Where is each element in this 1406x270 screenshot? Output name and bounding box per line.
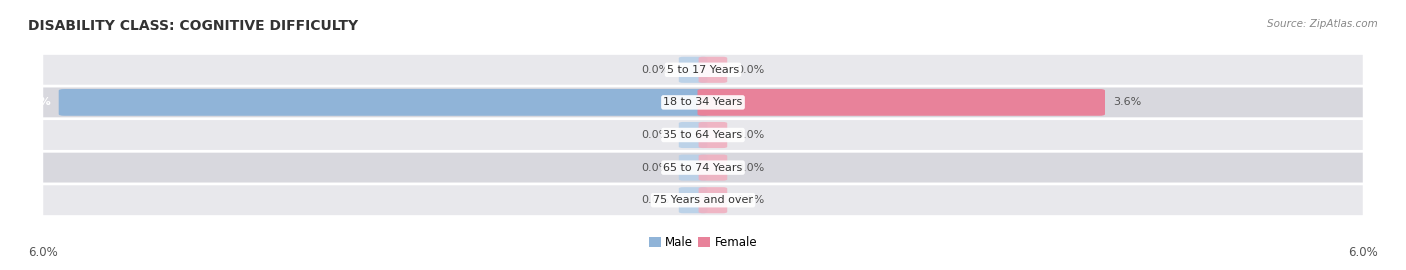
Text: 6.0%: 6.0% [28,246,58,259]
Text: DISABILITY CLASS: COGNITIVE DIFFICULTY: DISABILITY CLASS: COGNITIVE DIFFICULTY [28,19,359,33]
FancyBboxPatch shape [679,187,707,213]
Text: 0.0%: 0.0% [737,163,765,173]
FancyBboxPatch shape [42,119,1364,151]
Text: 0.0%: 0.0% [737,130,765,140]
Text: 75 Years and over: 75 Years and over [652,195,754,205]
FancyBboxPatch shape [42,54,1364,86]
FancyBboxPatch shape [699,57,727,83]
Text: 0.0%: 0.0% [641,130,669,140]
FancyBboxPatch shape [699,154,727,181]
FancyBboxPatch shape [697,89,1105,116]
FancyBboxPatch shape [42,152,1364,184]
Text: 0.0%: 0.0% [737,195,765,205]
FancyBboxPatch shape [679,57,707,83]
Text: 35 to 64 Years: 35 to 64 Years [664,130,742,140]
Text: 5.8%: 5.8% [20,97,51,107]
Text: 18 to 34 Years: 18 to 34 Years [664,97,742,107]
Text: 5 to 17 Years: 5 to 17 Years [666,65,740,75]
FancyBboxPatch shape [699,187,727,213]
Text: 65 to 74 Years: 65 to 74 Years [664,163,742,173]
FancyBboxPatch shape [59,89,709,116]
Text: 0.0%: 0.0% [641,195,669,205]
Text: 0.0%: 0.0% [641,65,669,75]
FancyBboxPatch shape [679,122,707,148]
Text: 0.0%: 0.0% [641,163,669,173]
Text: 0.0%: 0.0% [737,65,765,75]
FancyBboxPatch shape [679,154,707,181]
FancyBboxPatch shape [42,184,1364,216]
Text: Source: ZipAtlas.com: Source: ZipAtlas.com [1267,19,1378,29]
Legend: Male, Female: Male, Female [644,231,762,254]
FancyBboxPatch shape [42,86,1364,118]
Text: 6.0%: 6.0% [1348,246,1378,259]
Text: 3.6%: 3.6% [1112,97,1140,107]
FancyBboxPatch shape [699,122,727,148]
